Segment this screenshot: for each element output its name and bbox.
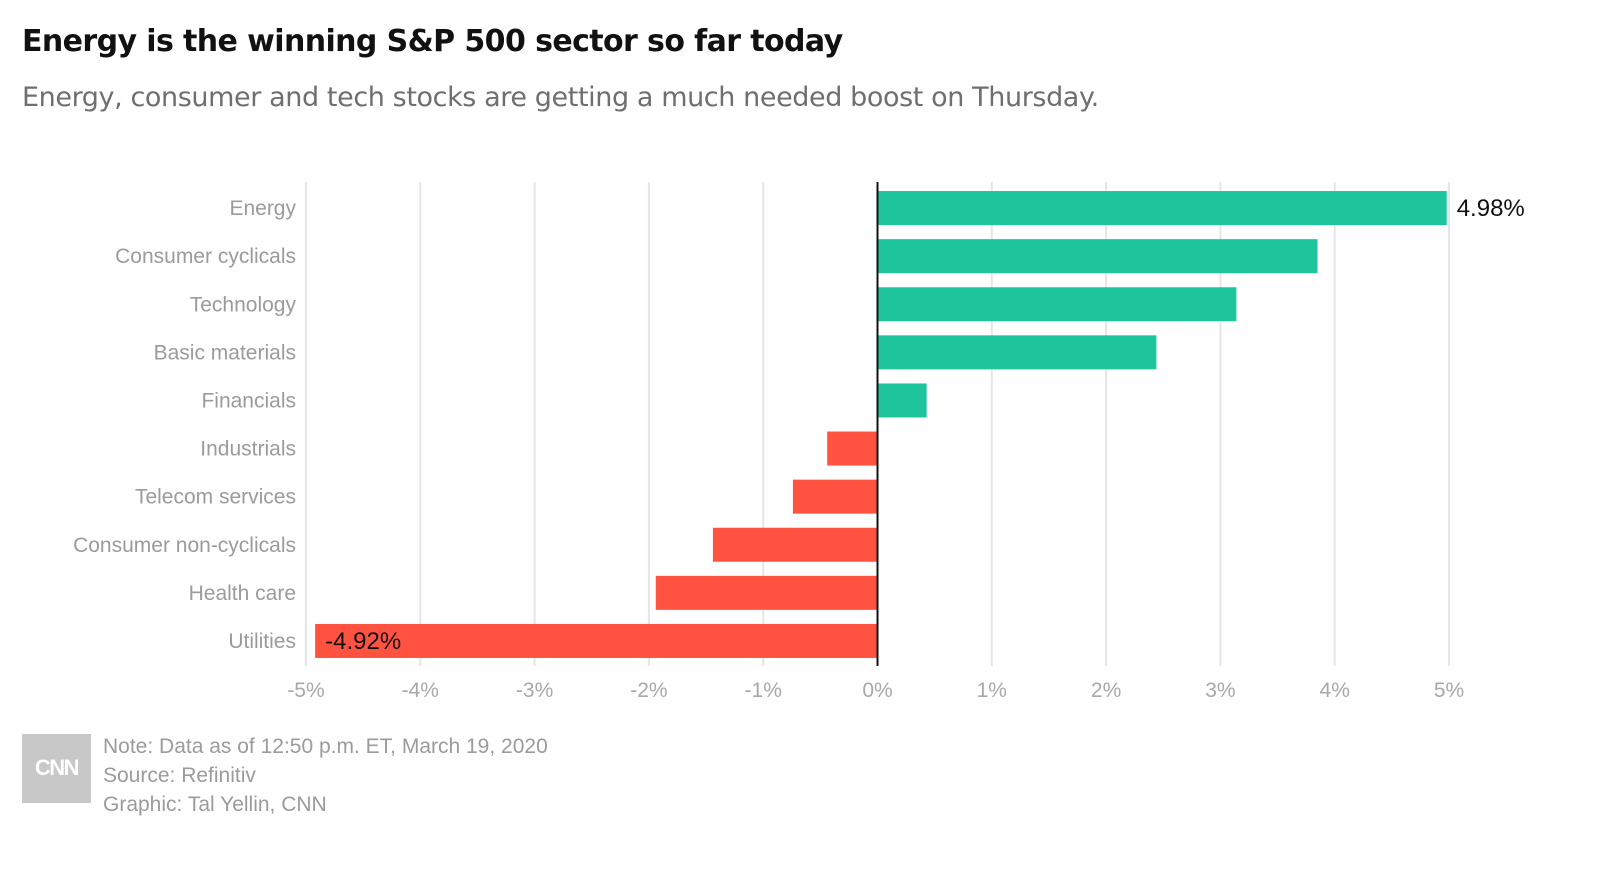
category-label: Financials — [201, 389, 296, 412]
x-tick-labels: -5% -4% -3% -2% -1% 0% 1% 2% 3% 4% 5% — [287, 679, 1464, 702]
category-label: Utilities — [228, 630, 296, 653]
bar — [712, 527, 878, 562]
bar — [877, 191, 1447, 226]
x-tick-label: 5% — [1434, 679, 1464, 702]
category-label: Industrials — [200, 438, 296, 461]
x-tick-label: -4% — [402, 679, 439, 702]
data-labels: 4.98% -4.92% — [325, 195, 1525, 655]
x-tick-label: 3% — [1205, 679, 1235, 702]
x-tick-label: 1% — [977, 679, 1007, 702]
bar — [655, 575, 878, 610]
x-tick-label: -5% — [287, 679, 324, 702]
data-label: 4.98% — [1457, 195, 1525, 222]
category-label: Energy — [229, 197, 296, 220]
note-text: Note: Data as of 12:50 p.m. ET, March 19… — [103, 735, 548, 758]
category-labels: Energy Consumer cyclicals Technology Basic … — [73, 197, 296, 653]
bar — [877, 335, 1157, 370]
x-tick-label: -1% — [745, 679, 782, 702]
bar — [792, 479, 878, 514]
category-label: Basic materials — [154, 341, 296, 364]
graphic-credit: Graphic: Tal Yellin, CNN — [103, 793, 327, 816]
x-tick-label: -3% — [516, 679, 553, 702]
category-label: Telecom services — [135, 486, 296, 509]
category-label: Health care — [189, 582, 296, 605]
category-label: Consumer non-cyclicals — [73, 534, 296, 557]
chart-title: Energy is the winning S&P 500 sector so … — [22, 24, 843, 59]
logo-text: CNN — [34, 755, 80, 780]
x-tick-label: 0% — [862, 679, 892, 702]
bar — [315, 623, 878, 658]
bar — [877, 383, 927, 418]
bars — [315, 191, 1447, 658]
category-label: Technology — [190, 293, 297, 316]
source-text: Source: Refinitiv — [103, 764, 256, 787]
chart-subtitle: Energy, consumer and tech stocks are get… — [22, 82, 1099, 113]
data-label: -4.92% — [325, 628, 401, 655]
x-tick-label: 4% — [1320, 679, 1350, 702]
bar — [877, 287, 1237, 322]
bar — [877, 239, 1318, 274]
cnn-logo: CNN — [22, 734, 91, 803]
bar — [827, 431, 878, 466]
x-tick-label: 2% — [1091, 679, 1121, 702]
category-label: Consumer cyclicals — [115, 245, 296, 268]
footer-notes: Note: Data as of 12:50 p.m. ET, March 19… — [103, 732, 548, 819]
bar-chart: Energy Consumer cyclicals Technology Basic … — [73, 182, 1525, 702]
x-tick-label: -2% — [630, 679, 667, 702]
